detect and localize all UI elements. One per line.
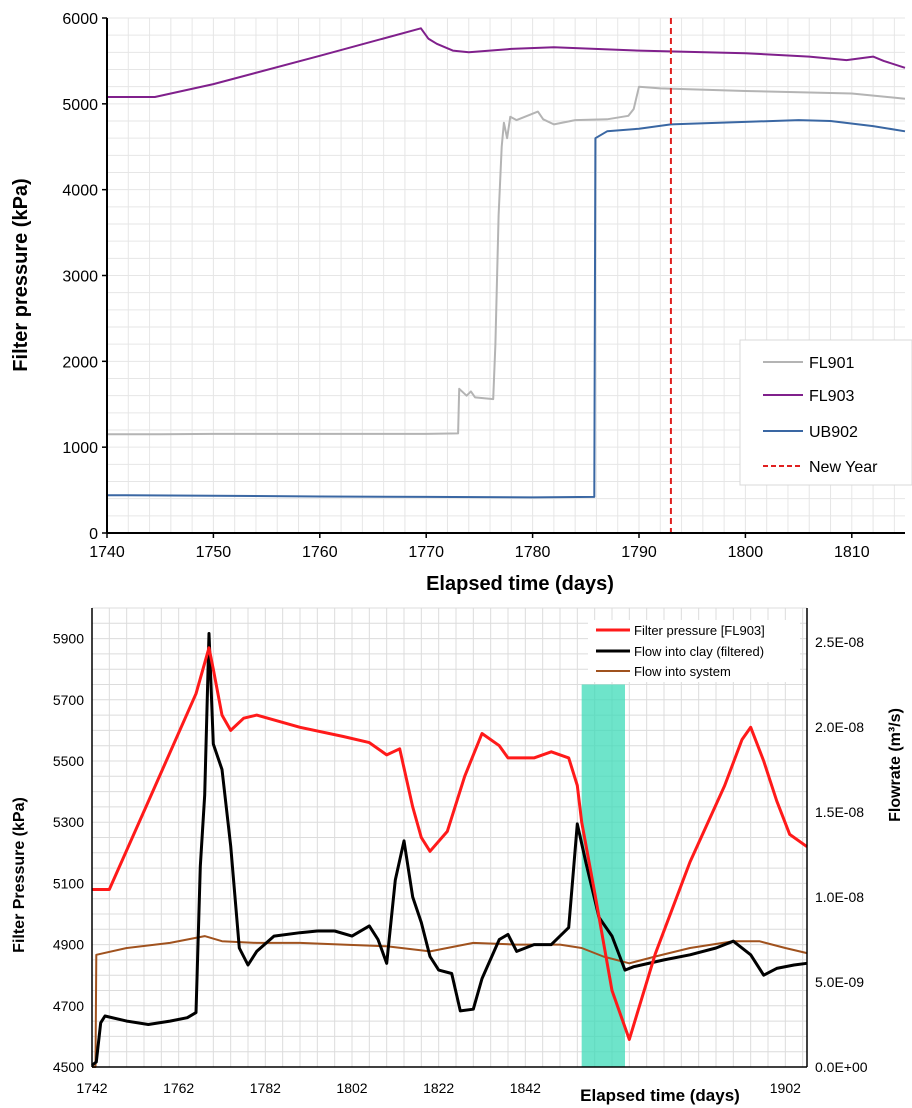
top-y-axis-title: Filter pressure (kPa) bbox=[10, 178, 32, 371]
bottom-y-left-tick-label: 4900 bbox=[53, 937, 84, 953]
top-x-tick-label: 1780 bbox=[515, 544, 551, 561]
top-x-tick-label: 1740 bbox=[89, 544, 125, 561]
bottom-legend: Filter pressure [FL903] Flow into clay (… bbox=[588, 620, 800, 682]
top-x-tick-label: 1810 bbox=[834, 544, 870, 561]
top-y-tick-label: 1000 bbox=[62, 440, 98, 457]
top-y-tick-label: 2000 bbox=[62, 354, 98, 371]
bottom-x-tick-label: 1802 bbox=[336, 1080, 367, 1096]
top-y-tick-label: 5000 bbox=[62, 97, 98, 114]
bottom-y-right-tick-label: 1.0E-08 bbox=[815, 889, 864, 905]
bottom-y-right-title: Flowrate (m³/s) bbox=[887, 708, 904, 822]
bottom-series-filter-pressure-fl903 bbox=[92, 646, 808, 1041]
top-legend-label-fl901: FL901 bbox=[809, 355, 854, 372]
bottom-y-left-title: Filter Pressure (kPa) bbox=[11, 797, 28, 953]
top-y-tick-label: 3000 bbox=[62, 269, 98, 286]
top-legend: FL901 FL903 UB902 New Year bbox=[739, 339, 912, 486]
bottom-series-flow-into-clay-filtered bbox=[91, 632, 808, 1067]
top-y-tick-label: 0 bbox=[89, 526, 98, 543]
bottom-y-left-tick-label: 5100 bbox=[53, 875, 84, 891]
bottom-legend-label-clay: Flow into clay (filtered) bbox=[634, 644, 764, 659]
top-series-fl903 bbox=[107, 27, 906, 98]
top-series-ub902 bbox=[106, 119, 906, 499]
top-legend-box bbox=[739, 339, 912, 486]
bottom-x-tick-label: 1842 bbox=[510, 1080, 541, 1096]
top-y-tick-label: 6000 bbox=[62, 11, 98, 28]
bottom-y-right-tick-label: 5.0E-09 bbox=[815, 974, 864, 990]
top-legend-label-ub902: UB902 bbox=[809, 424, 858, 441]
bottom-series bbox=[91, 632, 808, 1068]
top-legend-label-new-year: New Year bbox=[809, 459, 878, 476]
bottom-x-axis-title: Elapsed time (days) bbox=[580, 1086, 740, 1105]
bottom-y-right-tick-label: 2.5E-08 bbox=[815, 634, 864, 650]
bottom-y-left-tick-label: 5900 bbox=[53, 631, 84, 647]
bottom-x-tick-label: 1742 bbox=[76, 1080, 107, 1096]
bottom-y-left-tick-label: 4700 bbox=[53, 998, 84, 1014]
bottom-y-right-tick-label: 1.5E-08 bbox=[815, 804, 864, 820]
bottom-chart: 4500 4700 4900 5100 5300 5500 5700 5900 0.0E+00 5… bbox=[11, 607, 904, 1105]
bottom-y-left-tick-label: 5700 bbox=[53, 692, 84, 708]
top-x-axis-title: Elapsed time (days) bbox=[426, 573, 614, 595]
top-x-tick-label: 1790 bbox=[621, 544, 657, 561]
bottom-y-left-tick-label: 4500 bbox=[53, 1059, 84, 1075]
bottom-legend-label-pressure: Filter pressure [FL903] bbox=[634, 623, 765, 638]
top-series bbox=[106, 18, 906, 533]
top-y-tick-label: 4000 bbox=[62, 183, 98, 200]
bottom-axes bbox=[91, 608, 808, 1068]
top-ticks: 0 1000 2000 3000 4000 5000 6000 1740 1750 1760 177… bbox=[62, 11, 869, 561]
top-x-tick-label: 1760 bbox=[302, 544, 338, 561]
bottom-y-right-tick-label: 2.0E-08 bbox=[815, 719, 864, 735]
top-x-tick-label: 1800 bbox=[728, 544, 764, 561]
top-chart: 0 1000 2000 3000 4000 5000 6000 1740 1750 1760 177… bbox=[10, 11, 912, 595]
top-legend-label-fl903: FL903 bbox=[809, 388, 854, 405]
bottom-series-flow-into-system bbox=[92, 935, 808, 1068]
top-series-fl901 bbox=[107, 85, 906, 436]
bottom-legend-label-system: Flow into system bbox=[634, 664, 731, 679]
bottom-ticks: 4500 4700 4900 5100 5300 5500 5700 5900 0.0E+00 5… bbox=[53, 631, 868, 1096]
bottom-x-tick-label: 1902 bbox=[770, 1080, 801, 1096]
bottom-x-tick-label: 1822 bbox=[423, 1080, 454, 1096]
bottom-y-left-tick-label: 5500 bbox=[53, 753, 84, 769]
top-x-tick-label: 1770 bbox=[408, 544, 444, 561]
bottom-x-tick-label: 1782 bbox=[250, 1080, 281, 1096]
bottom-x-tick-label: 1762 bbox=[163, 1080, 194, 1096]
bottom-y-right-tick-label: 0.0E+00 bbox=[815, 1059, 868, 1075]
bottom-y-left-tick-label: 5300 bbox=[53, 814, 84, 830]
top-x-tick-label: 1750 bbox=[196, 544, 232, 561]
